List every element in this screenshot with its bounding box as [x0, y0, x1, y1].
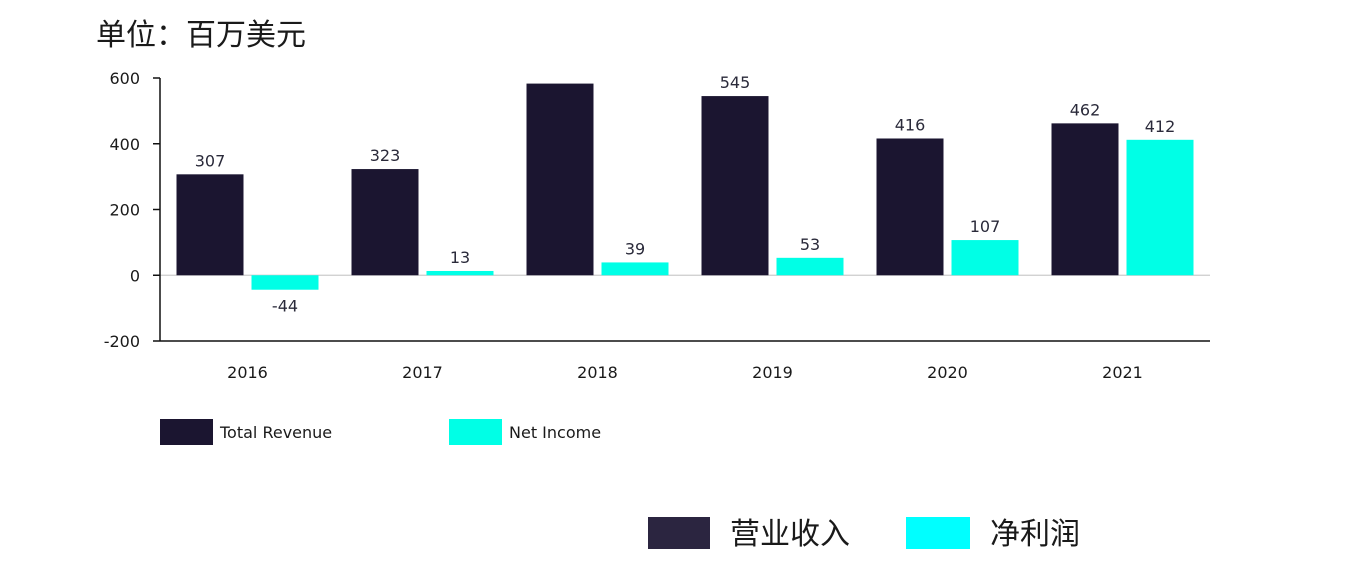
data-label: 462: [1070, 100, 1101, 119]
x-tick-label: 2017: [402, 363, 443, 382]
chinese-legend: 营业收入 净利润: [648, 517, 1080, 552]
chart-axes: -200 0 200 400 600: [104, 69, 1210, 351]
data-label: 545: [720, 73, 751, 92]
chart-legend: Total Revenue Net Income: [160, 419, 601, 445]
y-tick-label: -200: [104, 332, 140, 351]
y-tick-label: 200: [109, 201, 140, 220]
legend2-label: 营业收入: [730, 517, 850, 552]
legend-swatch-total-revenue: [160, 419, 213, 445]
x-tick-label: 2020: [927, 363, 968, 382]
bar-net-income: [951, 240, 1019, 276]
unit-label: 单位：百万美元: [96, 18, 306, 53]
data-label: 412: [1145, 117, 1176, 136]
bar-total-revenue: [876, 138, 944, 276]
legend2-swatch-net-income: [906, 517, 970, 549]
x-tick-label: 2018: [577, 363, 618, 382]
legend-label: Total Revenue: [219, 423, 332, 442]
data-label: 39: [625, 239, 645, 258]
bar-net-income: [251, 275, 319, 290]
chart-labels: 2016 307 -44 2017 323 13 2018 39 2019 545 53 2020 41…: [195, 73, 1176, 382]
bar-net-income: [601, 262, 669, 276]
bar-net-income: [1126, 139, 1194, 276]
data-label: 307: [195, 151, 226, 170]
y-tick-label: 400: [109, 135, 140, 154]
legend2-swatch-revenue: [648, 517, 710, 549]
bar-net-income: [776, 257, 844, 276]
x-tick-label: 2021: [1102, 363, 1143, 382]
y-tick-label: 0: [130, 266, 140, 285]
bar-total-revenue: [176, 174, 244, 276]
data-label: -44: [272, 297, 298, 316]
bar-net-income: [426, 270, 494, 276]
data-label: 53: [800, 235, 820, 254]
data-label: 13: [450, 248, 470, 267]
data-label: 323: [370, 146, 401, 165]
bar-total-revenue: [701, 96, 769, 276]
legend-swatch-net-income: [449, 419, 502, 445]
bar-total-revenue: [526, 83, 594, 276]
x-tick-label: 2019: [752, 363, 793, 382]
legend-label: Net Income: [509, 423, 601, 442]
legend2-label: 净利润: [990, 517, 1080, 552]
x-tick-label: 2016: [227, 363, 268, 382]
bar-total-revenue: [1051, 123, 1119, 276]
chart-bars: [176, 83, 1194, 290]
data-label: 107: [970, 217, 1001, 236]
y-tick-label: 600: [109, 69, 140, 88]
bar-total-revenue: [351, 169, 419, 276]
data-label: 416: [895, 115, 926, 134]
